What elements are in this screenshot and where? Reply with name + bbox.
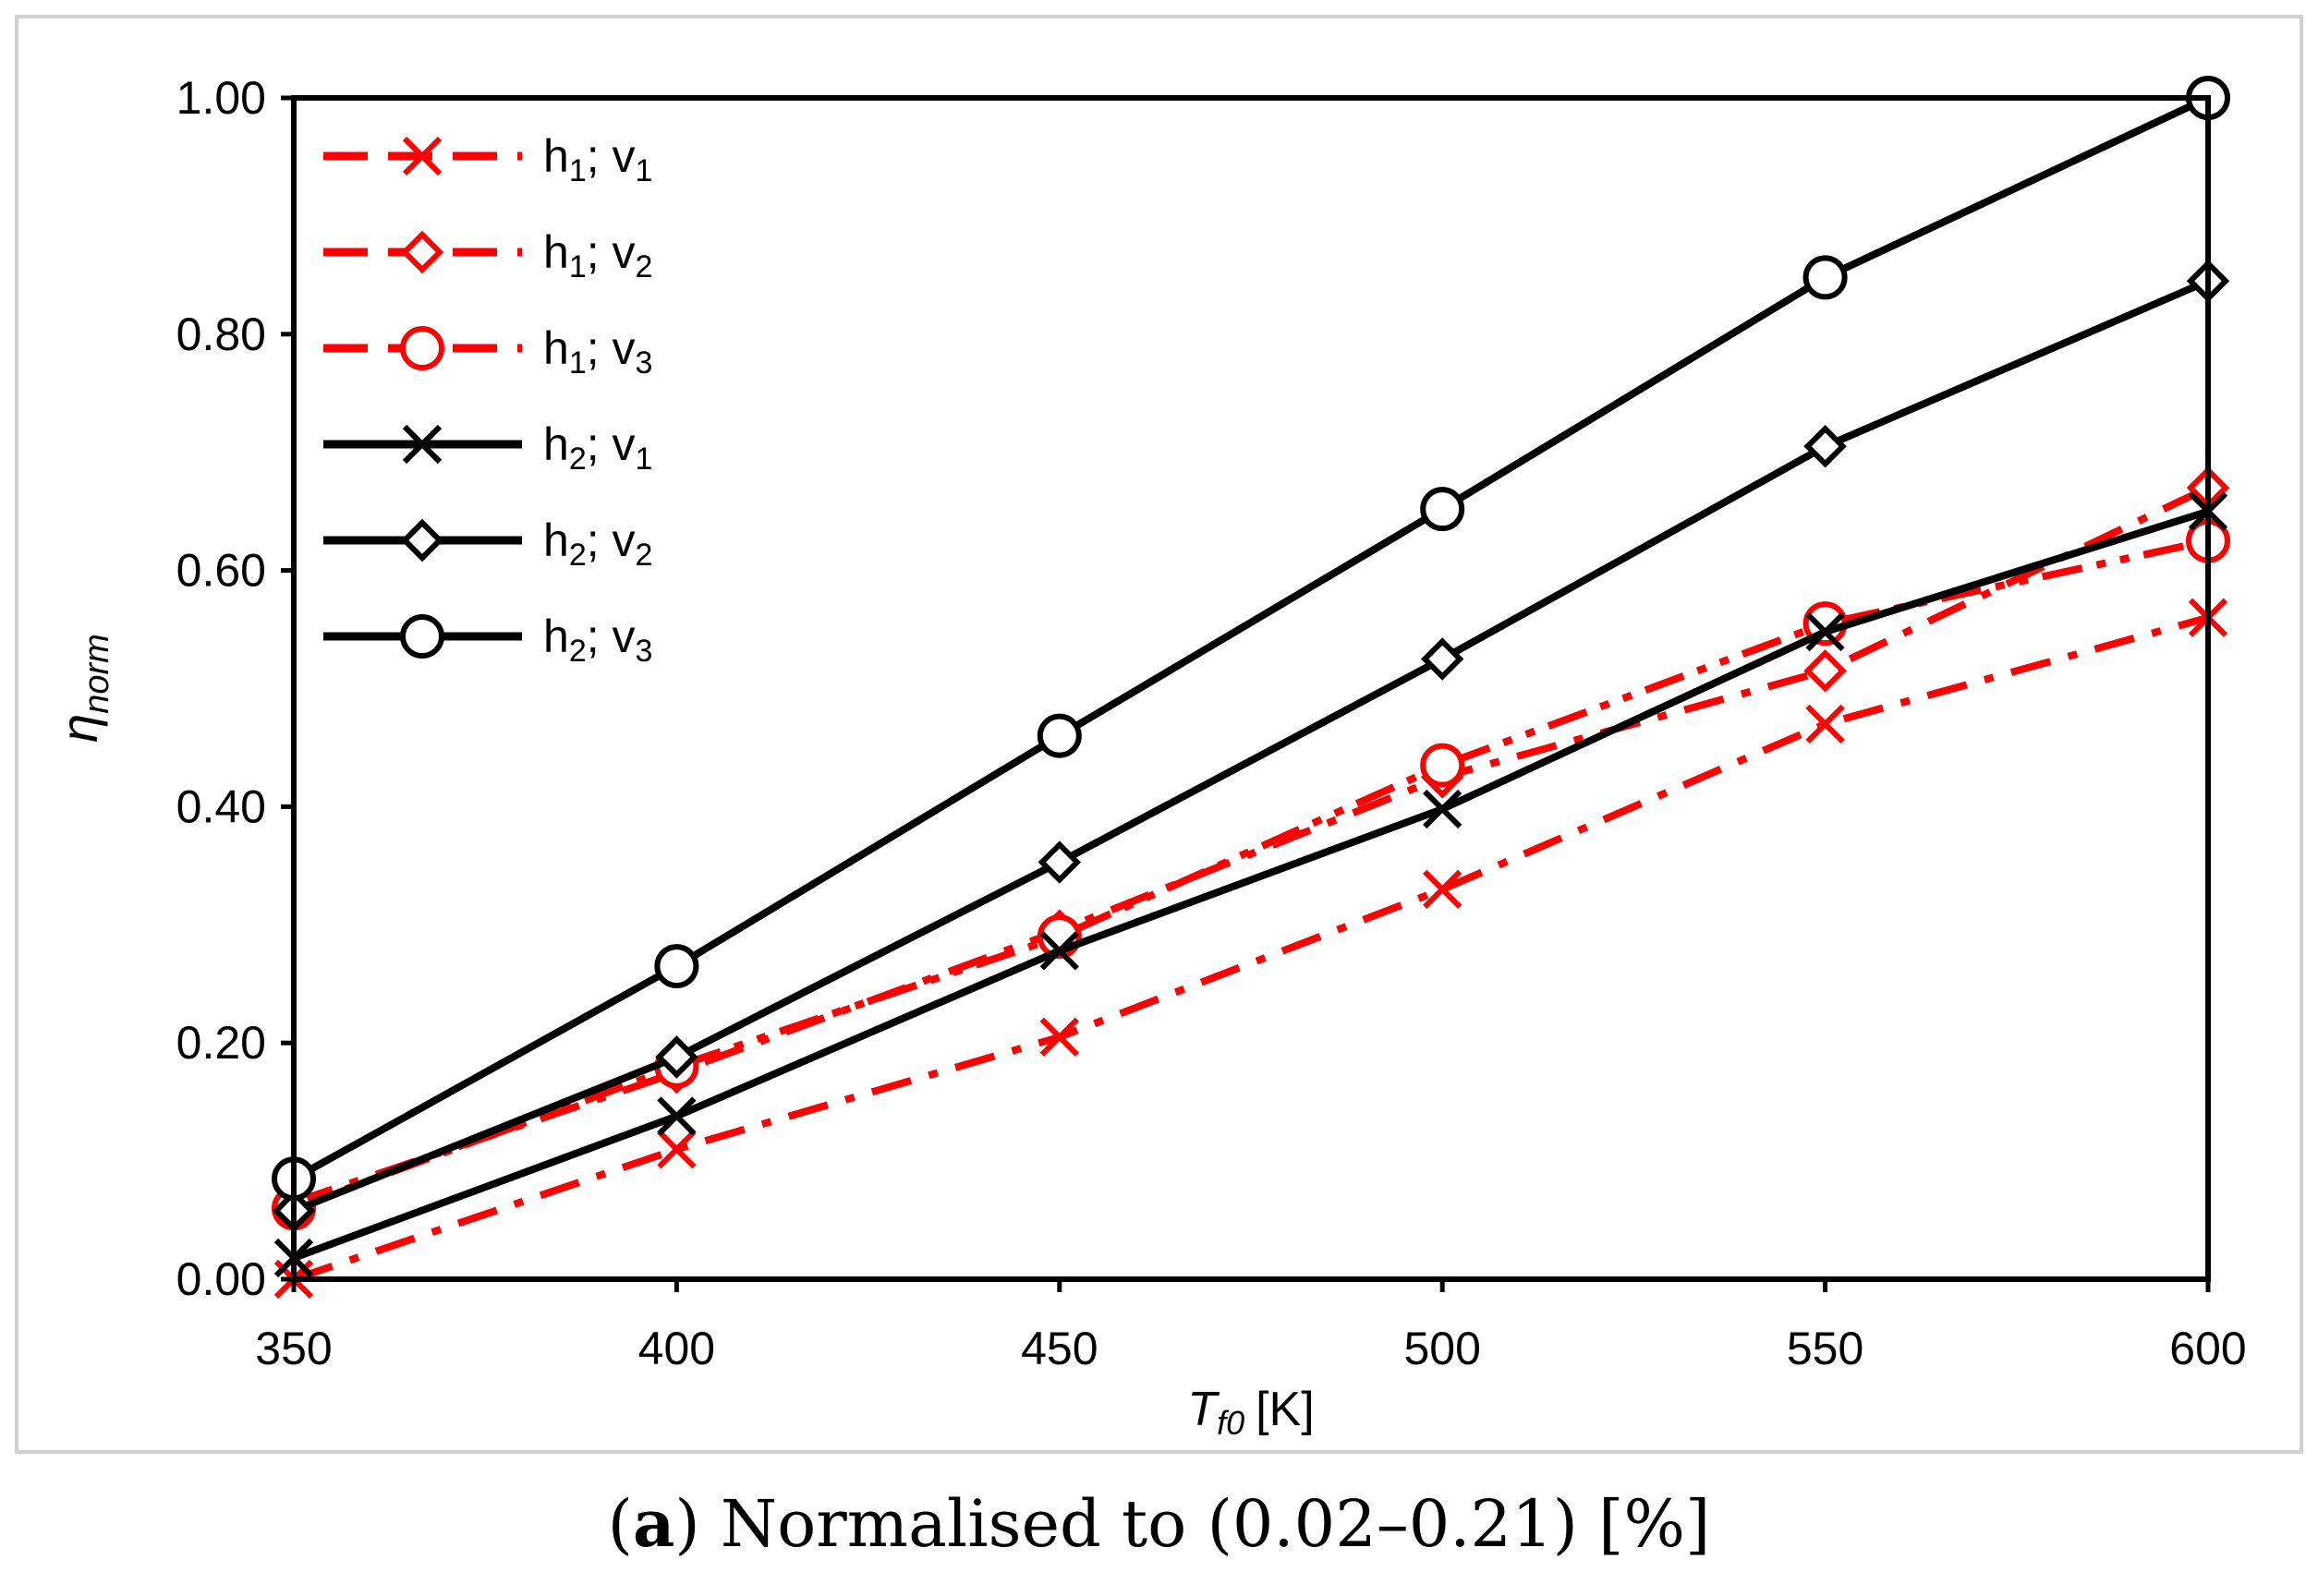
data-point — [1420, 487, 1465, 532]
data-point — [1423, 869, 1462, 910]
data-point — [1805, 704, 1845, 744]
legend-marker — [400, 230, 444, 274]
series-1 — [273, 598, 2228, 1300]
legend-label: h2; v3 — [543, 611, 652, 669]
legend-item: h1; v2 — [323, 226, 652, 284]
series-line — [292, 507, 2210, 1262]
series-4 — [273, 491, 2228, 1278]
data-point — [1038, 840, 1082, 884]
legend: h1; v1 h1; v2 h1; v3 h2; v1 h2; v2 h2; v3 — [323, 130, 652, 669]
x-tick-label: 350 — [255, 1323, 332, 1374]
legend-label: h1; v3 — [543, 322, 652, 381]
data-point — [1803, 425, 1847, 468]
y-tick-label: 1.00 — [176, 72, 266, 124]
data-point — [1039, 1017, 1079, 1057]
x-axis: 350 400 450 500 550 600 — [255, 1279, 2247, 1374]
caption-text: Normalised to (0.02–0.21) [%] — [720, 1486, 1711, 1562]
legend-item: h2; v1 — [323, 418, 652, 477]
series-6 — [272, 76, 2230, 1202]
series-5 — [272, 260, 2230, 1233]
legend-item: h2; v3 — [323, 611, 652, 669]
series-line — [292, 94, 2210, 1182]
x-tick-label: 600 — [2169, 1323, 2246, 1374]
y-tick-label: 0.20 — [176, 1017, 266, 1069]
legend-marker — [400, 326, 444, 370]
y-tick-label: 0.00 — [176, 1253, 266, 1305]
series-layer — [272, 76, 2230, 1300]
caption-letter: a — [632, 1485, 675, 1562]
x-axis-unit: [K] — [1256, 1383, 1315, 1436]
data-point — [1803, 649, 1847, 693]
data-point — [655, 1035, 698, 1079]
data-point — [1423, 789, 1462, 829]
x-axis-symbol: T — [1187, 1383, 1220, 1436]
y-axis-subscript: norm — [78, 634, 116, 714]
series-line — [292, 537, 2209, 1213]
x-tick-label: 550 — [1787, 1323, 1863, 1374]
series-line — [292, 484, 2210, 1206]
series-line — [292, 277, 2210, 1215]
legend-label: h2; v1 — [543, 418, 652, 477]
x-tick-label: 450 — [1021, 1323, 1098, 1374]
series-line — [292, 613, 2210, 1283]
data-point — [657, 1130, 697, 1169]
legend-marker — [402, 136, 443, 176]
legend-marker — [400, 518, 444, 562]
legend-marker — [402, 424, 443, 465]
y-tick-label: 0.80 — [176, 308, 266, 360]
legend-label: h1; v2 — [543, 226, 652, 284]
x-tick-label: 400 — [638, 1323, 715, 1374]
x-tick-label: 500 — [1403, 1323, 1480, 1374]
y-axis-title: ηnorm — [50, 634, 116, 743]
legend-item: h1; v3 — [323, 322, 652, 381]
data-point — [1037, 713, 1082, 758]
data-point — [657, 1096, 697, 1136]
y-tick-label: 0.60 — [176, 545, 266, 597]
legend-item: h2; v2 — [323, 514, 652, 573]
plot-area — [291, 95, 2211, 1282]
data-point — [1805, 611, 1845, 652]
y-axis: 0.00 0.20 0.40 0.60 0.80 1.00 — [176, 72, 294, 1305]
legend-label: h1; v1 — [543, 130, 652, 188]
x-axis-subscript: f0 — [1217, 1404, 1244, 1442]
y-tick-label: 0.40 — [176, 780, 266, 832]
x-axis-title: Tf0 [K] — [1187, 1383, 1314, 1442]
figure-caption: (a) Normalised to (0.02–0.21) [%] — [607, 1485, 1711, 1562]
data-point — [1039, 931, 1079, 971]
legend-label: h2; v2 — [543, 514, 652, 573]
data-point — [1420, 637, 1464, 681]
data-point — [654, 944, 699, 989]
data-point — [1802, 255, 1848, 300]
data-point — [1420, 743, 1465, 788]
y-axis-symbol: η — [50, 714, 108, 743]
legend-marker — [400, 614, 444, 659]
legend-item: h1; v1 — [323, 130, 652, 188]
